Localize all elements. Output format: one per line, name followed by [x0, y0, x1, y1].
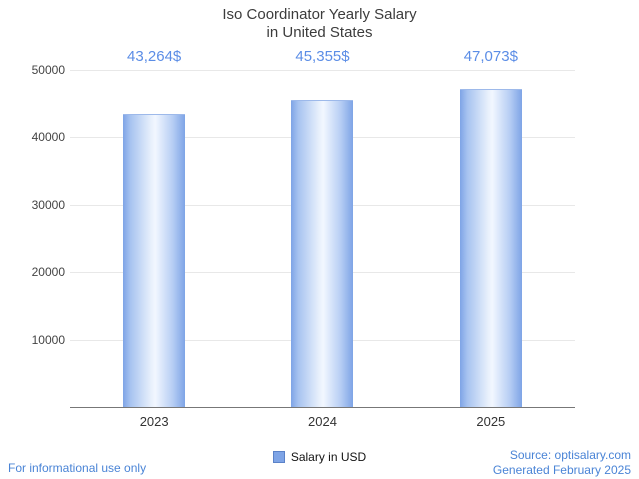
xlabel-2025: 2025: [476, 414, 506, 429]
plot-area: [70, 70, 575, 408]
bars-container: [70, 70, 575, 407]
bar-value-2023: 43,264$: [127, 48, 182, 65]
ytick-30000: 30000: [31, 198, 65, 212]
source-link[interactable]: Source: optisalary.com: [509, 448, 631, 462]
chart-title: Iso Coordinator Yearly Salary in United …: [0, 6, 639, 42]
bar-value-2025: 47,073$: [463, 48, 518, 65]
generated-date: Generated February 2025: [492, 463, 631, 477]
chart-title-line2: in United States: [266, 24, 373, 41]
xlabel-2024: 2024: [308, 414, 337, 429]
bar-value-2024: 45,355$: [295, 48, 350, 65]
x-axis-labels: 2023 2024 2025: [70, 414, 575, 429]
ytick-40000: 40000: [31, 130, 65, 144]
source-block: Source: optisalary.com Generated Februar…: [493, 448, 631, 478]
informational-note: For informational use only: [8, 461, 147, 475]
chart-legend: Salary in USD: [0, 450, 639, 464]
ytick-10000: 10000: [31, 333, 65, 347]
bar-2025[interactable]: [459, 88, 522, 407]
ytick-20000: 20000: [31, 265, 65, 279]
bar-slot-2023: [70, 70, 238, 407]
ytick-50000: 50000: [31, 63, 65, 77]
gridline-50000: [70, 70, 575, 71]
bar-value-labels: 43,264$ 45,355$ 47,073$: [70, 48, 575, 65]
bar-slot-2024: [238, 70, 406, 407]
bar-2023[interactable]: [123, 114, 186, 407]
bar-2024[interactable]: [291, 100, 354, 407]
legend-label: Salary in USD: [290, 450, 367, 464]
bar-slot-2025: [407, 70, 575, 407]
chart-title-line1: Iso Coordinator Yearly Salary: [222, 6, 417, 23]
legend-swatch-icon: [272, 451, 285, 463]
xlabel-2023: 2023: [139, 414, 169, 429]
